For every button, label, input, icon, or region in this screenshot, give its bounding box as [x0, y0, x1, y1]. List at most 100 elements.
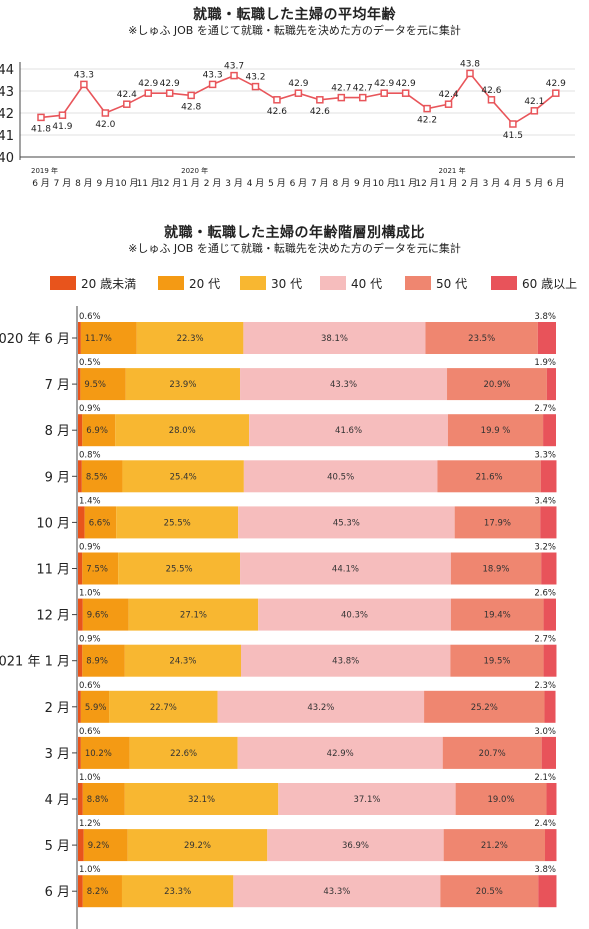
data-label: 41.9: [52, 122, 72, 132]
data-label: 42.4: [439, 90, 459, 100]
bar-segment: [82, 552, 119, 585]
segment-label: 40.3%: [341, 611, 368, 621]
segment-label: 43.2%: [307, 703, 334, 713]
bar-segment: [136, 322, 244, 354]
bar-segment: [78, 460, 82, 493]
segment-label: 1.4%: [79, 496, 101, 506]
data-label: 42.9: [546, 79, 566, 89]
data-label: 42.6: [310, 107, 330, 117]
data-label: 41.5: [503, 131, 523, 141]
x-tick-label: 2 月: [461, 178, 479, 189]
bar-segment: [121, 875, 234, 908]
data-label: 42.8: [181, 102, 201, 112]
segment-label: 20.7%: [479, 749, 506, 759]
y-tick-label: 41: [0, 129, 14, 144]
data-point: [316, 96, 324, 104]
segment-label: 43.3%: [323, 887, 350, 897]
x-tick-label: 6 月: [547, 178, 565, 189]
bar-segment: [544, 690, 556, 723]
bar-chart-subtitle: ※しゅふ JOB を通じて就職・転職先を決めた方のデータを元に集計: [128, 242, 461, 255]
data-label: 42.6: [481, 86, 501, 96]
bar-segment: [450, 552, 542, 585]
segment-label: 27.1%: [180, 611, 207, 621]
data-point: [359, 93, 367, 102]
segment-label: 1.0%: [79, 589, 101, 599]
x-tick-label: 8 月: [333, 178, 351, 189]
data-point: [444, 100, 453, 108]
bar-segment: [537, 322, 556, 354]
x-tick-label: 11 月: [137, 178, 160, 189]
segment-label: 19.0%: [488, 795, 515, 805]
bar-segment: [424, 690, 545, 723]
bar-segment: [240, 368, 448, 401]
bar-segment: [543, 598, 556, 631]
bar-segment: [217, 690, 425, 723]
data-point: [509, 120, 517, 128]
segment-label: 8.2%: [87, 887, 109, 897]
legend-label: 20 代: [189, 277, 220, 291]
y-tick-label: 44: [0, 63, 14, 78]
segment-label: 0.6%: [79, 312, 101, 322]
segment-label: 17.9%: [484, 518, 511, 528]
bar-segment: [78, 506, 85, 539]
data-label: 43.3: [203, 70, 223, 80]
x-tick-label: 6 月: [32, 178, 50, 189]
segment-label: 2.6%: [534, 589, 556, 599]
category-label: 11 月: [36, 563, 70, 578]
data-label: 43.8: [460, 59, 480, 69]
bar-segment: [437, 460, 541, 493]
bar-segment: [450, 644, 544, 677]
data-point: [337, 93, 346, 102]
segment-label: 0.8%: [79, 450, 101, 460]
bar-segment: [124, 783, 279, 815]
bar-segment: [80, 368, 126, 401]
bar-segment: [78, 414, 83, 447]
segment-label: 36.9%: [342, 841, 369, 851]
data-label: 43.3: [74, 70, 94, 80]
x-tick-label: 9 月: [97, 178, 115, 189]
data-point: [165, 89, 174, 97]
segment-label: 8.9%: [86, 657, 108, 667]
y-tick-label: 43: [0, 85, 14, 100]
y-tick-label: 42: [0, 107, 14, 122]
category-label: 4 月: [45, 793, 70, 808]
data-point: [80, 80, 88, 89]
data-point: [487, 96, 496, 104]
segment-label: 20.5%: [476, 887, 503, 897]
data-point: [37, 113, 45, 122]
line-chart-title: 就職・転職した主婦の平均年齢: [193, 7, 396, 23]
bar-segment: [78, 552, 83, 585]
segment-label: 2.4%: [534, 819, 556, 829]
segment-label: 21.6%: [476, 472, 503, 482]
bar-segment: [78, 322, 81, 354]
bar-segment: [78, 875, 83, 908]
data-point: [58, 111, 67, 119]
segment-label: 25.2%: [471, 703, 498, 713]
bar-segment: [78, 644, 83, 677]
legend-label: 50 代: [436, 277, 467, 291]
bar-segment: [78, 829, 84, 862]
bar-segment: [81, 460, 123, 493]
segment-label: 23.5%: [468, 334, 495, 344]
bar-segment: [443, 829, 546, 862]
bar-segment: [249, 414, 448, 447]
legend-swatch: [50, 276, 76, 290]
bar-segment: [545, 829, 557, 862]
bar-segment: [454, 506, 541, 539]
legend-swatch: [240, 276, 266, 290]
segment-label: 10.2%: [85, 749, 112, 759]
bar-segment: [122, 460, 244, 493]
segment-label: 2.7%: [534, 635, 556, 645]
segment-label: 9.2%: [88, 841, 110, 851]
bar-segment: [543, 644, 557, 677]
segment-label: 18.9%: [483, 565, 510, 575]
legend-label: 60 歳以上: [522, 277, 577, 291]
segment-label: 5.9%: [85, 703, 107, 713]
bar-segment: [82, 875, 122, 908]
bar-segment: [425, 322, 538, 354]
bar-segment: [78, 783, 83, 815]
segment-label: 20.9%: [483, 380, 510, 390]
category-label: 9 月: [45, 470, 70, 485]
bar-segment: [243, 460, 438, 493]
